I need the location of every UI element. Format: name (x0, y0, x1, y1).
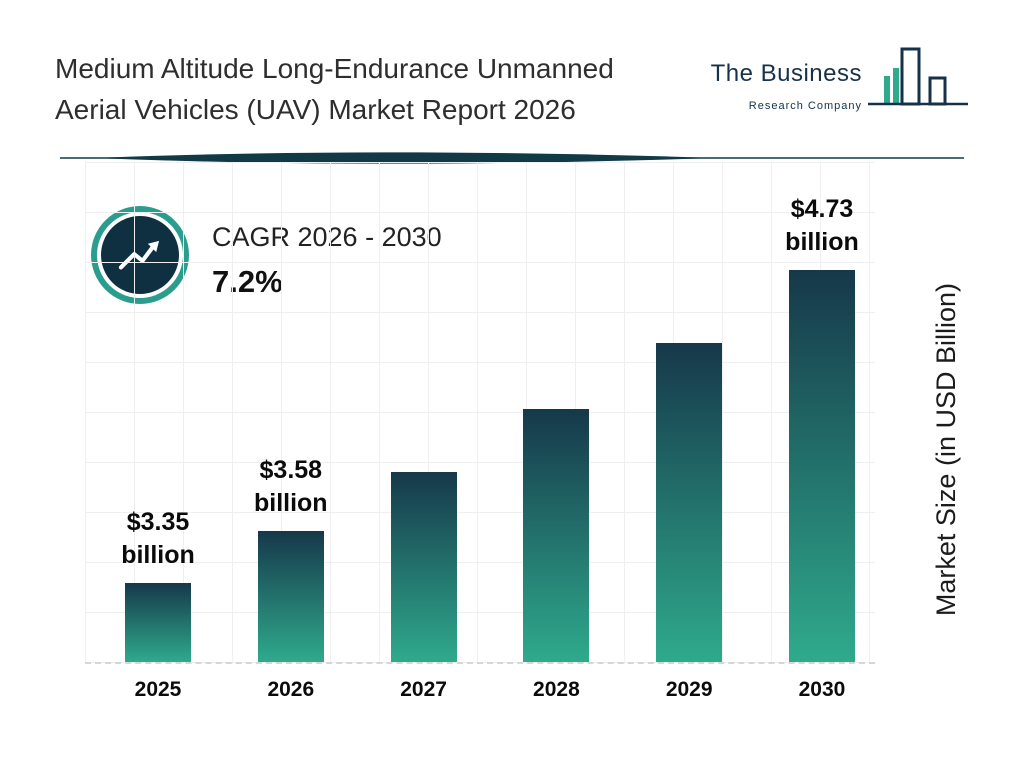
bar-2025 (125, 583, 191, 662)
company-logo: The Business Research Company (711, 46, 968, 121)
x-axis-labels: 2025 2026 2027 2028 2029 2030 (85, 678, 875, 702)
bar-slot-2030: $4.73 billion (785, 195, 859, 662)
company-logo-subname: Research Company (748, 100, 862, 112)
x-label-2027: 2027 (400, 678, 447, 701)
x-label-2030: 2030 (798, 678, 846, 701)
bar-slot-2026: $3.58 billion (254, 456, 328, 662)
x-label-2029: 2029 (665, 678, 713, 701)
bar-slot-2028 (523, 409, 590, 662)
lens-divider-icon (57, 148, 967, 173)
bar-2030 (788, 270, 855, 662)
x-label-2026: 2026 (267, 678, 315, 701)
x-label-2025: 2025 (134, 678, 182, 701)
bar-slot-2029 (656, 343, 723, 662)
bar-2028 (523, 409, 590, 662)
bar-value-label-2026: $3.58 billion (253, 455, 328, 518)
company-logo-name: The Business (710, 60, 862, 87)
bar-slot-2025: $3.35 billion (121, 508, 195, 662)
bar-chart-logo-icon (868, 46, 968, 121)
x-label-2028: 2028 (533, 678, 580, 701)
y-axis-label: Market Size (in USD Billion) (931, 283, 961, 617)
bar-value-label-2030: $4.73 billion (785, 194, 859, 257)
page-title: Medium Altitude Long-Endurance Unmanned … (55, 53, 614, 126)
bar-2029 (656, 343, 723, 662)
bar-chart: $3.35 billion $3.58 billion $4.73 billion (85, 162, 875, 664)
bar-slot-2027 (390, 472, 457, 662)
bars: $3.35 billion $3.58 billion $4.73 billion (85, 195, 875, 662)
company-logo-text: The Business Research Company (711, 46, 862, 112)
bar-value-label-2025: $3.35 billion (121, 507, 195, 570)
bar-2026 (257, 531, 324, 662)
bar-2027 (390, 472, 457, 662)
